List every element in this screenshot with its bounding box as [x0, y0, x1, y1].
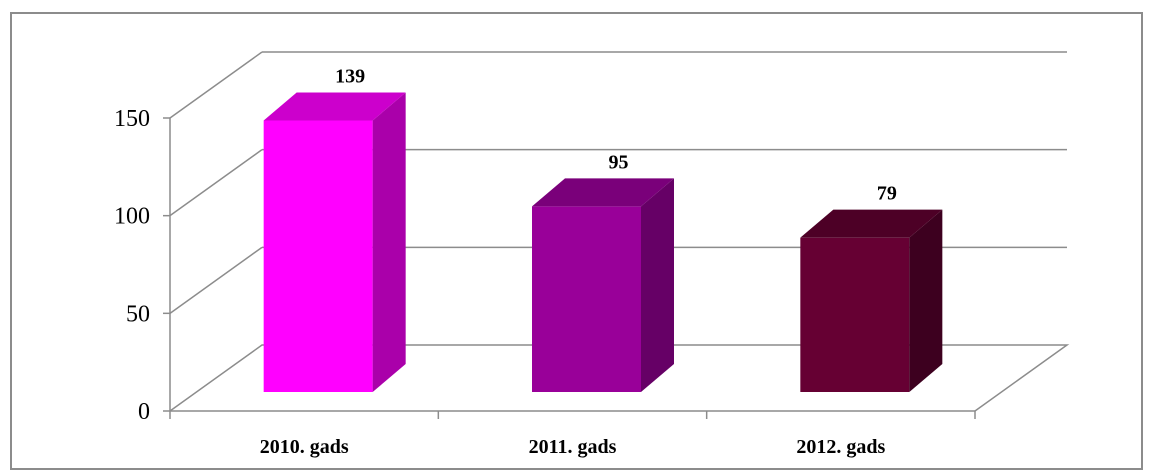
x-axis-label: 2012. gads: [796, 436, 885, 458]
y-tick-label: 50: [126, 301, 150, 327]
data-label: 95: [609, 151, 629, 173]
y-tick-label: 150: [114, 106, 150, 132]
data-label: 79: [877, 183, 897, 205]
data-labels: 139 95 79: [335, 65, 897, 204]
bar-top: [800, 209, 943, 238]
bar-front: [800, 237, 910, 392]
axes: [169, 118, 976, 419]
y-tick-label: 100: [114, 204, 150, 230]
x-axis-labels: 2010. gads 2011. gads 2012. gads: [260, 436, 886, 458]
data-label: 139: [335, 65, 365, 87]
side-gridline: [169, 51, 263, 119]
y-axis-ticks: 0 50 100 150: [114, 106, 170, 425]
bar: [532, 178, 674, 392]
bar-side: [909, 209, 943, 392]
side-gridline: [169, 246, 263, 314]
bar: [263, 92, 406, 392]
bar-front: [532, 206, 641, 392]
bar-top: [263, 92, 406, 121]
side-gridline: [169, 149, 263, 217]
bar: [800, 209, 943, 392]
bar-side: [641, 178, 674, 392]
bar-side: [372, 92, 406, 392]
y-tick-label: 0: [138, 399, 150, 425]
bars: [263, 92, 943, 392]
x-axis-label: 2010. gads: [260, 436, 349, 458]
x-axis-label: 2011. gads: [529, 436, 617, 458]
bar-front: [263, 120, 373, 392]
bar-top: [532, 178, 674, 207]
